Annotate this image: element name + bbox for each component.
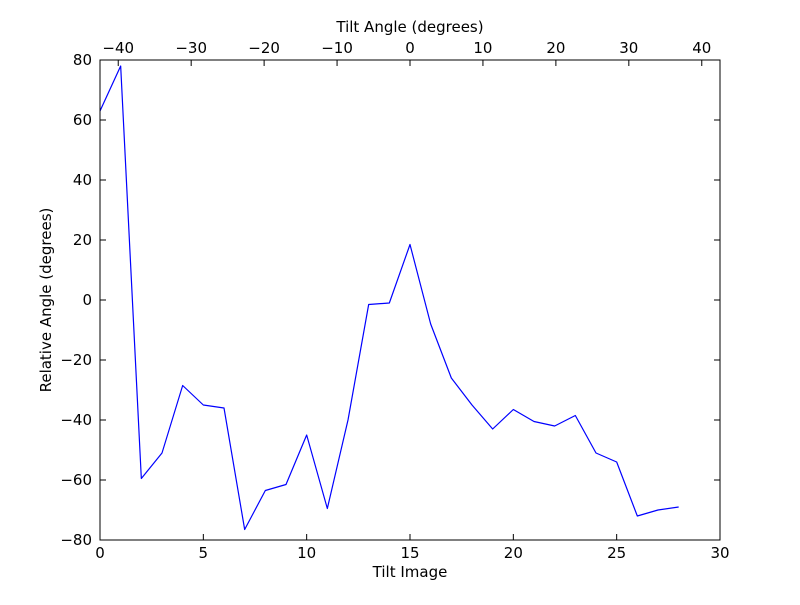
y-tick-label: 80 (73, 51, 92, 69)
x2-tick-label: 0 (405, 39, 415, 57)
x2-tick-label: 20 (546, 39, 565, 57)
y-tick-label: −40 (60, 411, 92, 429)
x-tick-label: 30 (710, 544, 729, 562)
plot-area-background (100, 60, 720, 540)
x-tick-label: 20 (504, 544, 523, 562)
x2-tick-label: 30 (619, 39, 638, 57)
y-axis-label: Relative Angle (degrees) (37, 208, 55, 393)
y-tick-label: 60 (73, 111, 92, 129)
x2-tick-label: 10 (473, 39, 492, 57)
y-tick-label: −20 (60, 351, 92, 369)
x2-tick-label: −20 (248, 39, 280, 57)
series-line (99, 65, 679, 531)
y-tick-label: 0 (82, 291, 92, 309)
x2-axis-label: Tilt Angle (degrees) (335, 18, 483, 36)
x-tick-label: 15 (400, 544, 419, 562)
x-tick-label: 10 (297, 544, 316, 562)
y-tick-label: 20 (73, 231, 92, 249)
x2-tick-label: −10 (321, 39, 353, 57)
ticks-layer: 0 5 10 15 20 25 30 −40 −30 −20 −10 0 10 20 30 40 −80 −60 −… (60, 39, 729, 562)
x-tick-label: 0 (95, 544, 105, 562)
x2-tick-label: −40 (102, 39, 134, 57)
x2-tick-label: 40 (692, 39, 711, 57)
plot-frame (99, 59, 721, 541)
series-layer (99, 65, 679, 531)
y-tick-label: −80 (60, 531, 92, 549)
x-tick-label: 25 (607, 544, 626, 562)
x-axis-label: Tilt Image (372, 563, 448, 581)
x-tick-label: 5 (199, 544, 209, 562)
y-tick-label: 40 (73, 171, 92, 189)
x2-tick-label: −30 (175, 39, 207, 57)
y-tick-label: −60 (60, 471, 92, 489)
